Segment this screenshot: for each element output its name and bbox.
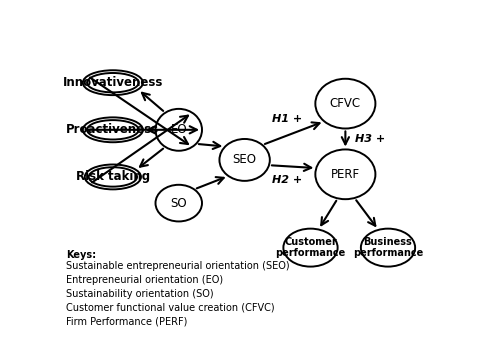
Text: Business
performance: Business performance [353, 237, 423, 258]
Text: H2 +: H2 + [272, 174, 302, 185]
Ellipse shape [87, 120, 139, 139]
Text: Risk taking: Risk taking [76, 170, 150, 184]
Ellipse shape [284, 228, 338, 267]
Ellipse shape [220, 139, 270, 181]
Ellipse shape [156, 109, 202, 151]
Ellipse shape [316, 79, 376, 129]
Text: Customer
performance: Customer performance [276, 237, 345, 258]
Text: EO: EO [170, 123, 187, 136]
Ellipse shape [316, 150, 376, 199]
Text: Sustainable entrepreneurial orientation (SEO)
Entrepreneurial orientation (EO)
S: Sustainable entrepreneurial orientation … [66, 261, 290, 327]
Text: Keys:: Keys: [66, 250, 96, 260]
Text: H3 +: H3 + [356, 134, 386, 144]
Ellipse shape [156, 185, 202, 221]
Text: SO: SO [170, 197, 187, 210]
Ellipse shape [85, 165, 141, 189]
Ellipse shape [83, 117, 143, 142]
Ellipse shape [87, 73, 139, 92]
Text: Innovativeness: Innovativeness [62, 76, 163, 89]
Ellipse shape [361, 228, 415, 267]
Ellipse shape [88, 167, 137, 187]
Text: H1 +: H1 + [272, 114, 302, 124]
Text: SEO: SEO [232, 153, 256, 166]
Text: PERF: PERF [331, 168, 360, 181]
Ellipse shape [83, 70, 143, 95]
Text: CFVC: CFVC [330, 97, 361, 110]
Text: Proactiveness: Proactiveness [66, 123, 160, 136]
